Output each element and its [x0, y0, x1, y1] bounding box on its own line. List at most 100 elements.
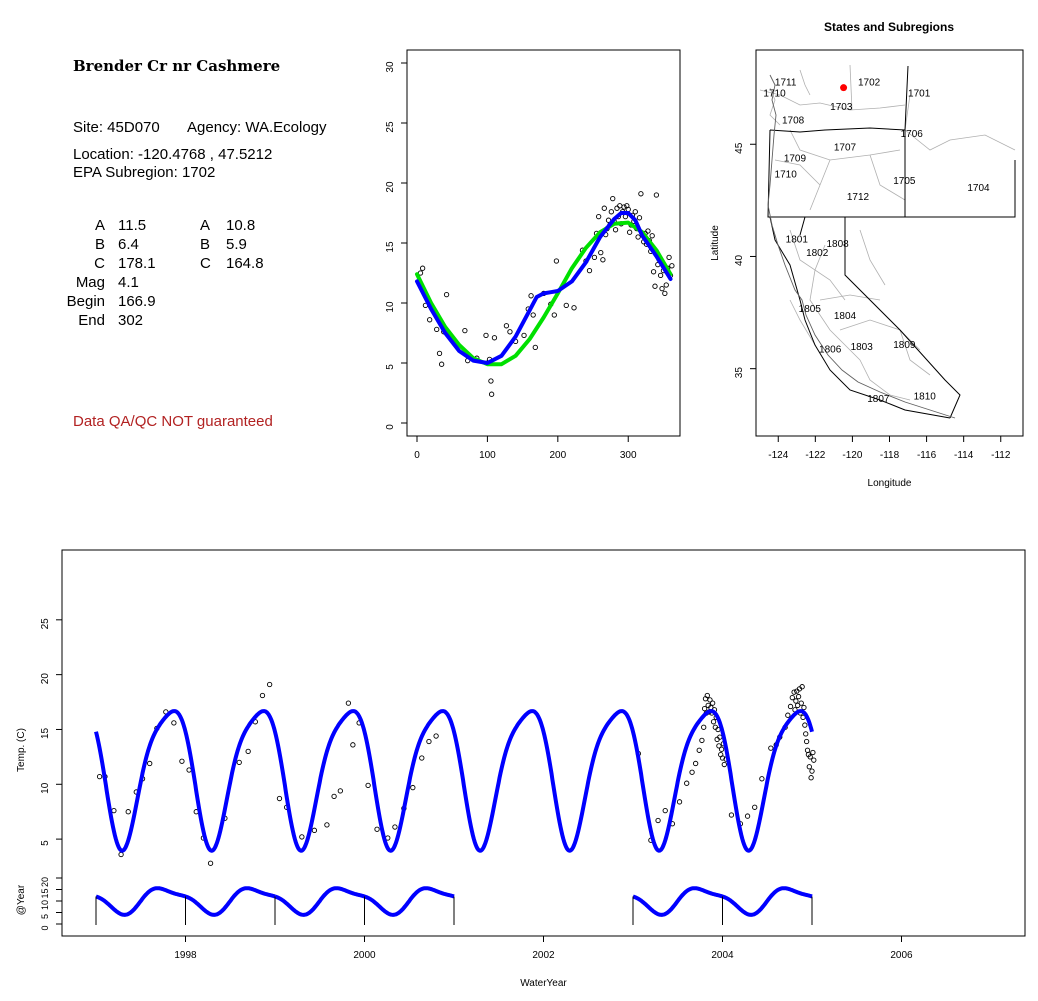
- x-tick-label: 2000: [353, 950, 376, 961]
- data-point: [245, 748, 251, 755]
- data-point: [793, 698, 799, 704]
- green-fit-line: [415, 220, 673, 367]
- data-point: [266, 681, 273, 688]
- region-label: 1804: [834, 311, 857, 322]
- data-point: [345, 700, 352, 706]
- data-point: [699, 737, 705, 744]
- x-tick-label: -124: [768, 450, 788, 461]
- region-label: 1708: [782, 116, 805, 127]
- seasonal-chart: 0 100 200 300 0 5 10 15 20 25 30: [385, 49, 681, 461]
- data-point: [718, 746, 725, 752]
- region-label: 1707: [834, 143, 857, 154]
- data-point: [645, 228, 651, 234]
- data-point: [488, 391, 495, 397]
- param-value: 302: [118, 312, 144, 329]
- param-label: A: [94, 217, 105, 234]
- x-axis-label: Longitude: [868, 478, 912, 489]
- y-axis-label: @Year: [16, 884, 27, 915]
- qa-disclaimer: Data QA/QC NOT guaranteed: [73, 413, 273, 430]
- data-point: [553, 258, 560, 264]
- data-point: [350, 742, 356, 748]
- y-tick-label: 0: [40, 925, 50, 930]
- data-point: [807, 754, 813, 760]
- y-tick-label: 15: [40, 727, 51, 739]
- param-value: 5.9: [226, 236, 247, 253]
- data-point: [704, 692, 710, 699]
- data-point: [752, 804, 758, 810]
- data-point: [331, 793, 337, 799]
- data-point: [811, 757, 817, 763]
- y-tick-label: 5: [385, 364, 396, 370]
- param-value: 6.4: [118, 236, 139, 253]
- param-label: Begin: [66, 293, 105, 310]
- region-label: 1712: [847, 192, 870, 203]
- data-point: [410, 784, 416, 791]
- data-point: [147, 760, 153, 767]
- site-title: Brender Cr nr Cashmere: [73, 57, 281, 75]
- y-axis-label: Latitude: [710, 225, 721, 261]
- y-tick-label: 35: [734, 367, 745, 379]
- region-label: 1803: [851, 342, 874, 353]
- data-point: [427, 317, 433, 323]
- y-tick-label: 10: [40, 782, 51, 794]
- x-tick-label: 2004: [711, 950, 734, 961]
- y-tick-label: 10: [385, 301, 396, 313]
- data-point: [434, 326, 440, 333]
- data-point: [621, 204, 627, 210]
- param-value: 164.8: [226, 255, 264, 272]
- data-point: [617, 203, 623, 209]
- x-tick-label: 100: [479, 450, 496, 461]
- region-label: 1702: [858, 77, 881, 88]
- y-tick-label: 10: [40, 900, 50, 910]
- data-point: [311, 827, 318, 833]
- data-point: [663, 282, 669, 288]
- y-tick-label: 30: [385, 61, 396, 73]
- region-label: 1808: [826, 239, 849, 250]
- x-tick-label: 2006: [890, 950, 913, 961]
- data-point: [374, 826, 380, 832]
- data-point: [614, 205, 620, 211]
- data-point: [662, 290, 668, 297]
- blue-fit-line: [415, 211, 673, 365]
- data-point: [669, 263, 675, 269]
- data-point: [662, 807, 668, 814]
- data-point: [433, 733, 439, 739]
- data-point: [419, 265, 426, 271]
- data-point: [638, 191, 644, 197]
- data-point: [707, 697, 713, 703]
- y-tick-label: 5: [40, 914, 50, 919]
- data-point: [532, 344, 538, 351]
- location-label: Location: -120.4768 , 47.5212: [73, 146, 273, 163]
- data-point: [612, 227, 619, 233]
- data-point: [571, 305, 577, 311]
- data-point: [808, 775, 814, 781]
- param-label: A: [200, 217, 211, 234]
- param-label: B: [200, 236, 211, 253]
- param-label: C: [200, 255, 211, 272]
- data-point: [610, 195, 616, 202]
- y-tick-label: 20: [40, 673, 51, 685]
- region-label: 1801: [786, 235, 809, 246]
- data-point: [710, 719, 717, 725]
- y-axis-label: Temp. (C): [16, 728, 27, 772]
- region-label: 1806: [819, 344, 842, 355]
- data-point: [491, 335, 498, 341]
- data-point: [795, 693, 802, 700]
- region-label: 1807: [867, 394, 890, 405]
- x-tick-label: 1998: [174, 950, 197, 961]
- data-point: [521, 332, 527, 339]
- data-point: [563, 302, 569, 309]
- region-label: 1802: [806, 248, 829, 259]
- data-point: [802, 722, 808, 728]
- param-label: End: [78, 312, 105, 329]
- x-tick-label: -116: [917, 450, 937, 461]
- data-point: [659, 285, 665, 292]
- data-point: [586, 267, 593, 274]
- data-point: [716, 743, 722, 749]
- data-point: [810, 749, 816, 756]
- region-label: 1710: [775, 169, 798, 180]
- x-tick-label: -122: [805, 450, 825, 461]
- data-point: [337, 788, 343, 794]
- x-tick-label: 0: [414, 450, 420, 461]
